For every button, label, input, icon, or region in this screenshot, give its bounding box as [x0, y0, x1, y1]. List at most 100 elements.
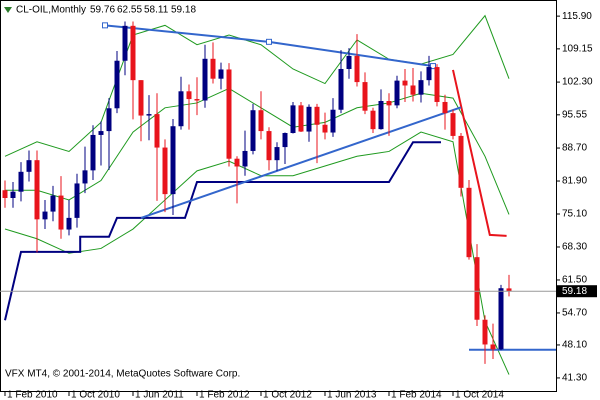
candle-body — [10, 191, 16, 198]
candle-body — [66, 217, 72, 230]
candle-body — [194, 99, 200, 101]
x-tick-label: 1 Feb 2010 — [7, 390, 58, 400]
overlay-line — [4, 141, 441, 321]
candle-body — [490, 344, 496, 350]
x-tick-label: 1 Feb 2014 — [391, 390, 442, 400]
candle-body — [2, 190, 8, 198]
candle-body — [242, 150, 248, 167]
candle-body — [450, 113, 456, 136]
ohlc-high: 62.55 — [117, 5, 142, 16]
overlay-marker — [102, 22, 108, 29]
candle-body — [82, 170, 88, 184]
y-tick-label: 75.10 — [562, 209, 587, 220]
candle-body — [426, 67, 432, 81]
candle-body — [210, 58, 216, 79]
candle-body — [154, 114, 160, 148]
candle-body — [442, 101, 448, 114]
y-tick-label: 88.70 — [562, 143, 587, 154]
candle-body — [106, 108, 112, 132]
candle-body — [122, 25, 128, 61]
candle-body — [458, 135, 464, 188]
candle-body — [338, 68, 344, 110]
overlay-line — [452, 69, 507, 237]
candle-body — [274, 147, 280, 161]
candle-body — [250, 110, 256, 151]
candle-body — [74, 183, 80, 218]
candle-body — [418, 80, 424, 95]
x-tick-label: 1 Jun 2011 — [135, 390, 184, 400]
y-tick-label: 48.10 — [562, 340, 587, 351]
ohlc-close: 59.18 — [171, 5, 196, 16]
candle-body — [58, 195, 64, 230]
x-tick-label: 1 Oct 2012 — [263, 390, 312, 400]
overlay-line — [140, 106, 462, 219]
candle-body — [170, 126, 176, 195]
footer: VFX MT4, © 2001-2014, MetaQuotes Softwar… — [5, 369, 240, 380]
candle-body — [498, 288, 504, 350]
candle-body — [202, 58, 208, 101]
x-tick-label: 1 Feb 2012 — [199, 390, 250, 400]
chart-title: CL-OIL,Monthly — [16, 5, 86, 16]
x-tick-label: 1 Jun 2013 — [327, 390, 377, 400]
candle-body — [226, 69, 232, 159]
candle-body — [410, 85, 416, 95]
candle-body — [90, 134, 96, 171]
candle-body — [466, 187, 472, 258]
candle-body — [130, 25, 136, 81]
overlay-marker — [430, 63, 436, 70]
plot — [2, 14, 556, 375]
y-tick-label: 81.90 — [562, 176, 587, 187]
candle-body — [322, 124, 328, 133]
candle-body — [186, 91, 192, 100]
candle-body — [394, 80, 400, 106]
y-tick-label: 54.70 — [562, 308, 587, 319]
candle-body — [42, 211, 48, 220]
candle-body — [402, 80, 408, 86]
candle-body — [306, 106, 312, 132]
candle-body — [362, 82, 368, 111]
candle-body — [146, 114, 152, 116]
candle-body — [218, 69, 224, 79]
window-icon — [4, 7, 12, 13]
candle-body — [34, 160, 40, 220]
candle-body — [50, 195, 56, 212]
candle-body — [18, 171, 24, 192]
candle-body — [290, 105, 296, 134]
candle-body — [162, 147, 168, 195]
candle-body — [330, 109, 336, 133]
candle-body — [314, 106, 320, 125]
y-tick-label: 61.50 — [562, 275, 587, 286]
overlay-line — [4, 14, 510, 157]
candle-body — [434, 67, 440, 102]
y-tick-label: 115.90 — [562, 11, 592, 22]
plot-frame — [0, 0, 557, 392]
candle-body — [234, 158, 240, 167]
candle-body — [98, 131, 104, 135]
ohlc-low: 58.11 — [144, 5, 169, 16]
candle-body — [506, 288, 512, 292]
candle-body — [474, 257, 480, 320]
candle-body — [378, 101, 384, 130]
x-tick-label: 1 Oct 2010 — [71, 390, 120, 400]
candle-body — [266, 131, 272, 161]
candle-body — [138, 80, 144, 116]
candle-body — [258, 110, 264, 132]
ohlc-open: 59.76 — [90, 5, 115, 16]
y-tick-label: 95.55 — [562, 109, 587, 120]
y-tick-label: 109.15 — [562, 44, 593, 55]
candle-body — [482, 319, 488, 345]
candle-body — [26, 160, 32, 172]
candle-body — [354, 55, 360, 83]
candle-body — [298, 105, 304, 132]
overlay-marker — [266, 38, 272, 45]
candle-body — [178, 91, 184, 127]
x-tick-label: 1 Oct 2014 — [455, 390, 504, 400]
y-tick-label: 102.30 — [562, 77, 593, 88]
y-tick-label: 68.30 — [562, 242, 587, 253]
price-label: 59.18 — [562, 286, 587, 297]
candle-body — [386, 101, 392, 106]
price-box — [557, 285, 597, 298]
candle-body — [282, 133, 288, 148]
